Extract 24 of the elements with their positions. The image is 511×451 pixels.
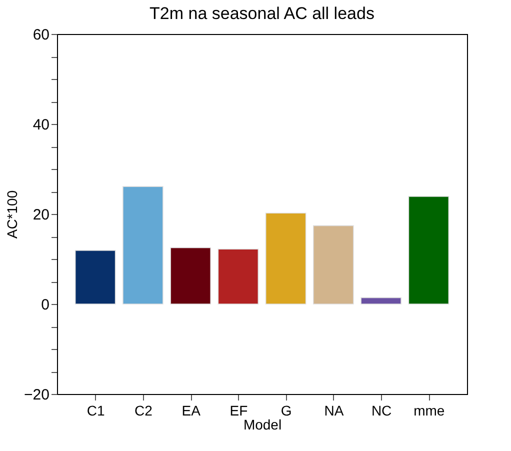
x-tick-label: C2 <box>134 402 153 418</box>
y-tick-label: −20 <box>24 386 50 404</box>
x-axis-title: Model <box>243 416 282 432</box>
y-tick-label: 20 <box>32 206 50 224</box>
x-tick-label: EF <box>230 402 248 418</box>
x-tick-label: NC <box>371 402 392 418</box>
bar <box>265 212 306 304</box>
bar <box>408 196 450 304</box>
bar <box>360 297 402 304</box>
x-tick-label: mme <box>414 402 445 418</box>
x-tick-label: G <box>280 402 292 418</box>
x-tick-label: EA <box>182 402 202 418</box>
bar <box>218 248 259 304</box>
y-axis-title: AC*100 <box>4 190 20 239</box>
bar <box>122 186 164 304</box>
bar <box>74 250 116 304</box>
y-tick-label: 40 <box>32 116 50 134</box>
x-tick-label: C1 <box>86 402 105 418</box>
chart-title: T2m na seasonal AC all leads <box>150 4 374 23</box>
bar <box>313 225 354 304</box>
bar <box>170 247 211 304</box>
x-tick-label: NA <box>324 402 344 418</box>
y-tick-label: 0 <box>41 296 50 314</box>
y-tick-label: 60 <box>32 26 50 44</box>
